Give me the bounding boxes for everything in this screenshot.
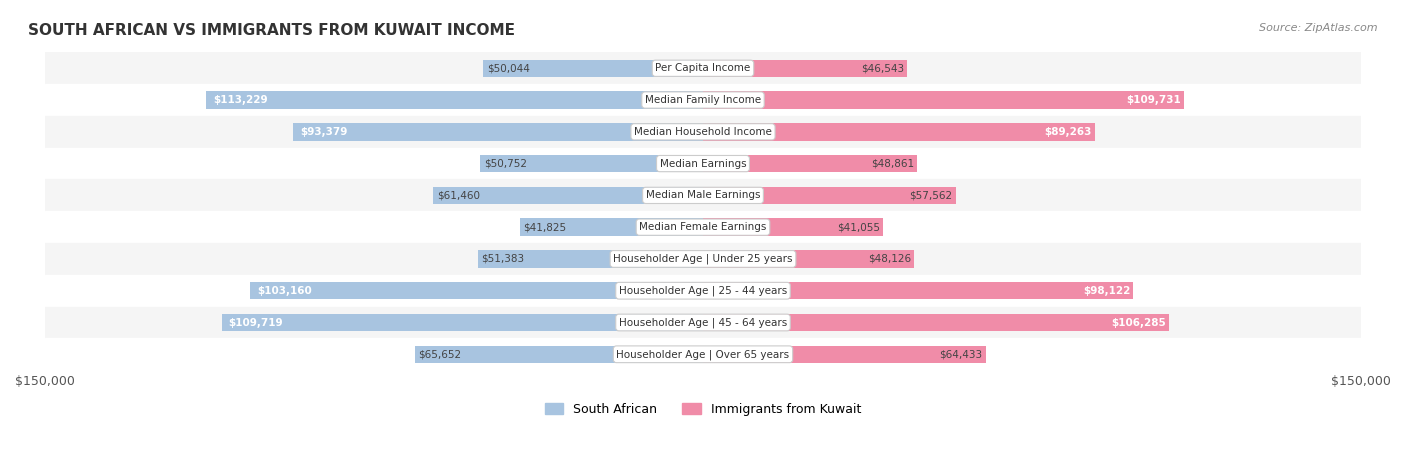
Text: Median Female Earnings: Median Female Earnings [640,222,766,232]
Bar [207,91,703,109]
Bar [478,250,703,268]
Text: $106,285: $106,285 [1111,318,1166,327]
Bar [45,116,1361,148]
Bar [519,219,703,236]
Text: SOUTH AFRICAN VS IMMIGRANTS FROM KUWAIT INCOME: SOUTH AFRICAN VS IMMIGRANTS FROM KUWAIT … [28,23,515,38]
Text: $65,652: $65,652 [418,349,461,359]
Text: Median Male Earnings: Median Male Earnings [645,191,761,200]
Bar [703,250,914,268]
Legend: South African, Immigrants from Kuwait: South African, Immigrants from Kuwait [540,398,866,421]
Bar [703,59,907,77]
Bar [703,219,883,236]
Bar [45,84,1361,116]
Text: $109,731: $109,731 [1126,95,1181,105]
Bar [45,275,1361,307]
Text: $103,160: $103,160 [257,286,312,296]
Text: $48,861: $48,861 [870,159,914,169]
Text: $109,719: $109,719 [228,318,283,327]
Bar [45,148,1361,179]
Bar [222,314,703,331]
Text: Householder Age | 25 - 44 years: Householder Age | 25 - 44 years [619,285,787,296]
Bar [484,59,703,77]
Text: $98,122: $98,122 [1083,286,1130,296]
Bar [703,282,1133,299]
Text: Median Household Income: Median Household Income [634,127,772,137]
Text: $61,460: $61,460 [437,191,479,200]
Text: Householder Age | Over 65 years: Householder Age | Over 65 years [616,349,790,360]
Bar [45,211,1361,243]
Bar [45,243,1361,275]
Bar [45,179,1361,211]
Bar [481,155,703,172]
Text: $113,229: $113,229 [212,95,267,105]
Bar [703,91,1184,109]
Text: $41,055: $41,055 [837,222,880,232]
Bar [703,123,1095,141]
Text: Source: ZipAtlas.com: Source: ZipAtlas.com [1260,23,1378,33]
Text: $50,752: $50,752 [484,159,527,169]
Text: $89,263: $89,263 [1043,127,1091,137]
Bar [45,52,1361,84]
Text: $41,825: $41,825 [523,222,567,232]
Text: Per Capita Income: Per Capita Income [655,63,751,73]
Bar [703,314,1170,331]
Bar [703,187,956,204]
Text: $48,126: $48,126 [868,254,911,264]
Text: $64,433: $64,433 [939,349,983,359]
Text: Median Family Income: Median Family Income [645,95,761,105]
Bar [703,155,917,172]
Bar [433,187,703,204]
Text: $46,543: $46,543 [860,63,904,73]
Bar [415,346,703,363]
Bar [703,346,986,363]
Bar [250,282,703,299]
Bar [45,339,1361,370]
Text: Householder Age | 45 - 64 years: Householder Age | 45 - 64 years [619,317,787,328]
Text: Median Earnings: Median Earnings [659,159,747,169]
Bar [294,123,703,141]
Bar [45,307,1361,339]
Text: $57,562: $57,562 [910,191,952,200]
Text: Householder Age | Under 25 years: Householder Age | Under 25 years [613,254,793,264]
Text: $50,044: $50,044 [486,63,530,73]
Text: $51,383: $51,383 [481,254,524,264]
Text: $93,379: $93,379 [299,127,347,137]
